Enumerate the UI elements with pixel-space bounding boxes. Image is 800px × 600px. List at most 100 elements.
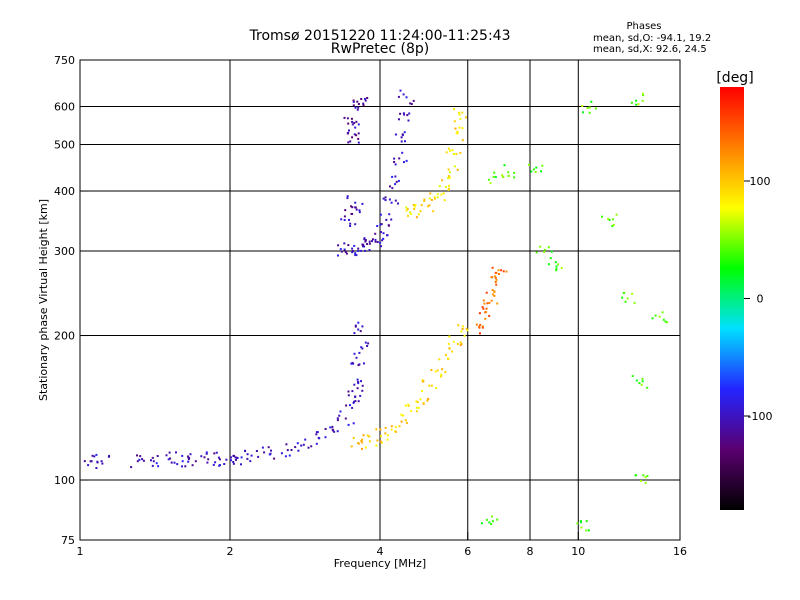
data-point <box>407 119 410 122</box>
data-point <box>364 249 367 252</box>
data-point <box>407 404 410 407</box>
data-point <box>433 196 436 199</box>
data-point <box>351 247 354 250</box>
data-point <box>494 271 497 274</box>
data-point <box>481 325 484 328</box>
data-point <box>449 149 451 152</box>
data-point <box>141 458 144 461</box>
data-point <box>353 133 356 136</box>
data-point <box>232 461 235 463</box>
data-point <box>230 459 232 462</box>
data-point <box>339 248 342 251</box>
data-point <box>366 434 369 437</box>
data-point <box>364 97 366 100</box>
data-point <box>382 237 385 240</box>
data-point <box>385 218 388 221</box>
data-point <box>447 342 450 345</box>
data-point <box>410 103 413 105</box>
data-point <box>394 163 397 166</box>
data-point <box>661 311 664 314</box>
data-point <box>662 318 665 321</box>
data-point <box>498 273 500 275</box>
data-point <box>234 456 237 459</box>
data-point <box>642 474 645 477</box>
x-tick-label: 6 <box>464 545 471 558</box>
data-point <box>587 529 590 532</box>
data-point <box>590 100 593 103</box>
data-point <box>413 205 416 208</box>
data-point <box>528 163 530 166</box>
data-point <box>588 111 591 114</box>
data-point <box>351 361 354 364</box>
data-point <box>100 460 103 463</box>
data-point <box>380 245 382 248</box>
data-point <box>494 176 497 178</box>
data-point <box>357 380 360 383</box>
data-point <box>535 166 538 169</box>
grid-lines <box>80 60 680 540</box>
data-point <box>142 459 145 462</box>
data-point <box>343 215 346 218</box>
data-point <box>379 223 382 226</box>
y-tick-label: 500 <box>54 139 75 152</box>
data-point <box>626 297 629 300</box>
x-tick-label: 4 <box>377 545 384 558</box>
data-point <box>496 302 499 305</box>
data-point <box>449 176 451 179</box>
data-point <box>346 195 349 198</box>
chart-subtitle: RwPretec (8p) <box>331 41 429 57</box>
data-point <box>217 456 220 459</box>
data-point <box>207 458 210 461</box>
data-point <box>361 325 364 328</box>
y-tick-label: 75 <box>61 534 75 547</box>
data-point <box>658 315 661 318</box>
data-point <box>386 234 388 237</box>
data-point <box>194 460 197 463</box>
data-point <box>352 100 355 103</box>
data-point <box>240 456 243 459</box>
data-point <box>297 449 300 452</box>
data-point <box>352 250 354 252</box>
data-point <box>549 257 552 260</box>
data-point <box>513 176 516 179</box>
data-point <box>353 244 356 247</box>
data-point <box>357 123 360 126</box>
data-point <box>491 266 494 269</box>
data-point <box>364 240 367 243</box>
data-point <box>398 118 400 121</box>
data-point <box>582 111 584 114</box>
data-point <box>405 206 408 209</box>
data-point <box>421 390 424 392</box>
data-point <box>505 270 508 273</box>
data-point <box>459 151 462 154</box>
data-point <box>95 453 98 456</box>
data-point <box>456 168 459 171</box>
data-point <box>475 323 478 326</box>
data-point <box>355 208 358 211</box>
data-point <box>540 170 542 173</box>
data-point <box>555 269 558 272</box>
data-point <box>503 164 506 167</box>
data-point <box>156 455 159 457</box>
data-point <box>366 345 369 347</box>
data-point <box>168 451 171 454</box>
data-point <box>434 370 437 373</box>
data-point <box>403 161 405 164</box>
data-point <box>448 171 451 174</box>
data-point <box>416 401 419 404</box>
data-point <box>453 165 456 168</box>
data-point <box>215 451 218 454</box>
data-point <box>415 410 418 413</box>
data-point <box>428 197 431 200</box>
data-point <box>543 251 546 253</box>
data-point <box>458 111 461 114</box>
data-point <box>191 464 194 467</box>
data-point <box>585 529 588 532</box>
data-point <box>635 103 638 106</box>
data-point <box>635 379 638 382</box>
data-point <box>349 404 351 407</box>
data-point <box>379 428 382 431</box>
data-point <box>453 108 456 111</box>
data-point <box>642 94 645 97</box>
data-point <box>427 205 429 208</box>
